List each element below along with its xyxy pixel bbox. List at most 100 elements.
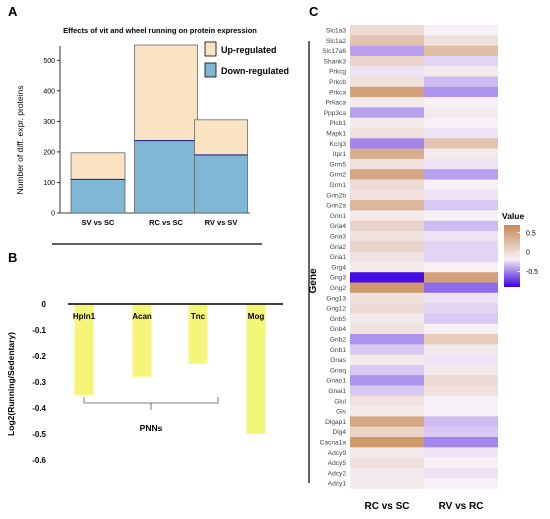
heatmap-cell (424, 220, 498, 232)
panel-c: C Gene Slc1a3 Slc1a2 Slc17a6 Shank3 Prkcg Prk… (308, 4, 538, 512)
panel-a-ytick-label: 400 (43, 88, 55, 95)
bar-up-regulated (134, 44, 198, 141)
heatmap-cell (350, 25, 424, 36)
heatmap-cell (424, 426, 498, 438)
heatmap-cell (350, 261, 424, 273)
heatmap-cell (350, 107, 424, 118)
panel-a-ytick-label: 200 (43, 149, 55, 156)
bar-up-regulated (194, 119, 248, 156)
legend-tick-label: -0.5 (526, 269, 538, 276)
heatmap-cell (350, 138, 424, 149)
panel-b-ytick-label: -0.2 (32, 352, 46, 361)
gene-row-label: Gria1 (330, 254, 346, 261)
panel-b-bar (74, 304, 94, 395)
heatmap-cell (424, 200, 498, 211)
heatmap-cell (350, 354, 424, 366)
panel-c-letter: C (309, 4, 319, 19)
panel-a-ytick-label: 500 (43, 58, 55, 65)
gene-row-label: Plcb1 (330, 120, 347, 127)
heatmap-cell (350, 241, 424, 252)
panel-b-ytick-label: -0.5 (32, 430, 46, 439)
heatmap-cell (350, 189, 424, 201)
heatmap-cell (350, 292, 424, 304)
gene-row-label: Gls (336, 409, 347, 416)
heatmap-cell (424, 55, 498, 67)
gene-row-label: Mapk1 (326, 130, 346, 137)
panel-a-category-label: SV vs SC (82, 218, 116, 227)
heatmap-cell (350, 478, 424, 489)
heatmap-cell (350, 467, 424, 479)
heatmap-cell (350, 334, 424, 345)
heatmap-cell (424, 344, 498, 355)
gene-row-label: Adcy1 (328, 481, 347, 488)
heatmap-cell (350, 55, 424, 67)
panel-a-ytick-label: 100 (43, 180, 55, 187)
heatmap-column-label: RC vs SC (364, 501, 409, 512)
heatmap-cell (350, 66, 424, 77)
gene-row-label: Gnaq (330, 367, 346, 374)
legend-title: Value (502, 211, 524, 221)
heatmap-cell (350, 447, 424, 458)
gene-row-label: Kcnj3 (330, 141, 347, 148)
heatmap-cell (424, 158, 498, 170)
gene-row-label: Adcy5 (328, 460, 347, 467)
heatmap-cell (424, 364, 498, 376)
legend-swatch-up (204, 41, 217, 57)
legend-swatch-down (204, 62, 217, 78)
panel-a-title: Effects of vit and wheel running on prot… (63, 26, 257, 35)
heatmap-cell (350, 406, 424, 417)
bar-down-regulated (194, 154, 248, 214)
heatmap-cell (350, 344, 424, 355)
panel-b-ytick-label: -0.4 (32, 404, 46, 413)
gene-row-label: Cacna1a (320, 439, 347, 446)
gene-row-label: Gnao1 (326, 378, 346, 385)
legend-tick-label: 0 (526, 250, 530, 257)
gene-row-label: Gria3 (330, 233, 346, 240)
heatmap-cell (350, 251, 424, 263)
panel-b-ylabel: Log2(Running/Sedentary) (6, 332, 16, 436)
heatmap-cell (424, 148, 498, 160)
heatmap-cell (424, 25, 498, 36)
gene-row-label: Prkaca (325, 100, 346, 107)
gene-row-label: Slc1a3 (326, 27, 346, 34)
gene-row-label: Gnb4 (330, 326, 346, 333)
heatmap-cell (424, 385, 498, 397)
heatmap-cell (424, 231, 498, 242)
pnns-bracket (83, 397, 219, 410)
gene-row-label: Gria4 (330, 223, 346, 230)
heatmap-cell (350, 148, 424, 160)
gene-row-label: Grin2a (326, 203, 346, 210)
heatmap-cell (424, 189, 498, 201)
heatmap-cell (424, 395, 498, 407)
gene-row-label: Grg4 (331, 264, 346, 271)
panel-c-ylabel: Gene (308, 268, 319, 293)
gene-row-label: Dlg4 (332, 429, 346, 436)
heatmap-cell (424, 272, 498, 283)
gene-row-label: Prkcb (329, 79, 346, 86)
heatmap-cell (424, 437, 498, 448)
heatmap-cell (350, 437, 424, 448)
gene-row-label: Shank3 (324, 58, 347, 65)
gene-row-label: Grm2 (330, 172, 347, 179)
heatmap-cell (350, 416, 424, 427)
heatmap-cell (424, 323, 498, 335)
gene-row-label: Dlgap1 (325, 419, 346, 426)
heatmap-cell (350, 76, 424, 88)
heatmap-cell (424, 282, 498, 294)
heatmap-cell (350, 272, 424, 283)
panel-b-bar (132, 304, 152, 377)
panel-a-category-label: RC vs SC (149, 218, 183, 227)
gene-row-label: Ppp3ca (324, 110, 347, 117)
panel-b-ytick-label: -0.3 (32, 378, 46, 387)
panel-a-ytick-label: 0 (51, 211, 55, 218)
gene-row-label: Glul (334, 398, 346, 405)
heatmap-cell (424, 292, 498, 304)
gene-row-label: Slc17a6 (322, 48, 346, 55)
heatmap-cell (350, 395, 424, 407)
heatmap-cell (350, 86, 424, 98)
heatmap-cell (424, 241, 498, 252)
heatmap-cell (424, 169, 498, 180)
heatmap-cell (424, 117, 498, 129)
gene-row-label: Gria2 (330, 244, 346, 251)
gene-row-label: Gnb2 (330, 336, 346, 343)
